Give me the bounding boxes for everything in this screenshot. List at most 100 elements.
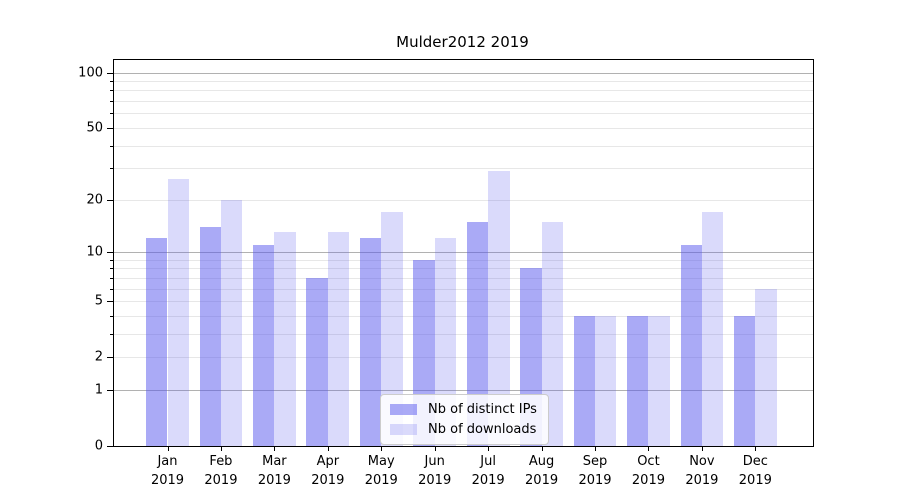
legend-item-distinct-ips: Nb of distinct IPs	[390, 402, 537, 417]
bar-downloads	[381, 212, 403, 446]
y-tick	[107, 301, 113, 303]
x-tick-year: 2019	[257, 472, 291, 488]
x-tick-label: Oct 2019	[616, 453, 680, 491]
major-gridline	[114, 251, 813, 253]
minor-gridline	[114, 277, 813, 279]
y-minor-tick	[110, 168, 113, 170]
legend-label-distinct-ips: Nb of distinct IPs	[428, 402, 537, 417]
bar-downloads	[167, 179, 189, 446]
major-gridline	[114, 72, 813, 74]
minor-gridline	[114, 199, 813, 201]
bar-distinct-ips	[466, 221, 489, 446]
minor-gridline	[114, 113, 813, 115]
x-tick-year: 2019	[364, 472, 398, 488]
minor-gridline	[114, 81, 813, 83]
y-tick	[107, 127, 113, 129]
x-tick-label: Aug 2019	[510, 453, 574, 491]
y-tick-label: 20	[86, 192, 103, 208]
x-tick-year: 2019	[418, 472, 452, 488]
minor-gridline	[114, 333, 813, 335]
y-minor-tick	[110, 259, 113, 261]
y-minor-tick	[110, 113, 113, 115]
y-tick	[107, 446, 113, 447]
x-tick-month: Dec	[742, 454, 768, 469]
bar-downloads	[327, 232, 350, 446]
x-tick-month: Feb	[209, 454, 233, 469]
x-tick	[220, 446, 222, 451]
x-tick-month: Aug	[528, 454, 555, 469]
x-tick	[755, 446, 757, 451]
bar-downloads	[648, 315, 670, 446]
minor-gridline	[114, 90, 813, 92]
x-tick-label: Sep 2019	[563, 453, 627, 491]
x-tick	[167, 446, 169, 451]
y-minor-tick	[110, 90, 113, 92]
bar-distinct-ips	[359, 238, 382, 446]
y-tick	[107, 389, 113, 391]
x-tick	[701, 446, 703, 451]
x-tick	[648, 446, 650, 451]
x-tick-year: 2019	[631, 472, 665, 488]
x-tick-label: Jun 2019	[403, 453, 467, 491]
chart-title: Mulder2012 2019	[396, 33, 529, 51]
bar-downloads	[595, 315, 617, 446]
bar-distinct-ips	[573, 315, 595, 446]
y-tick-label: 0	[94, 438, 103, 454]
minor-gridline	[114, 145, 813, 147]
y-tick	[107, 199, 113, 201]
y-tick-label: 5	[94, 293, 103, 309]
x-tick-month: Nov	[689, 454, 715, 469]
minor-gridline	[114, 268, 813, 270]
y-tick-label: 1	[94, 382, 103, 398]
minor-gridline	[114, 101, 813, 103]
x-tick-label: Jan 2019	[136, 453, 200, 491]
x-tick-month: Jan	[157, 454, 178, 469]
x-tick-year: 2019	[738, 472, 772, 488]
minor-gridline	[114, 357, 813, 359]
y-tick	[107, 251, 113, 253]
x-tick-month: Oct	[637, 454, 660, 469]
x-tick-label: Dec 2019	[723, 453, 787, 491]
x-tick-label: May 2019	[349, 453, 413, 491]
legend-swatch-distinct-ips	[390, 404, 417, 415]
bar-distinct-ips	[680, 244, 702, 446]
bar-downloads	[701, 212, 724, 446]
x-tick	[595, 446, 597, 451]
x-tick	[488, 446, 490, 451]
minor-gridline	[114, 127, 813, 129]
bar-distinct-ips	[733, 315, 756, 446]
legend: Nb of distinct IPs Nb of downloads	[380, 394, 549, 445]
bar-downloads	[541, 221, 563, 446]
bar-distinct-ips	[627, 315, 649, 446]
x-tick-year: 2019	[204, 472, 238, 488]
bar-downloads	[755, 288, 777, 446]
plot-area: 100 50 20 10 5 2 1 0 Jan 2019 Feb 2019 Mar 2019 Apr 201…	[78, 59, 814, 488]
x-tick-label: Jul 2019	[456, 453, 520, 491]
x-tick	[541, 446, 543, 451]
x-tick-year: 2019	[471, 472, 505, 488]
legend-item-downloads: Nb of downloads	[390, 422, 537, 437]
y-minor-tick	[110, 81, 113, 83]
legend-label-downloads: Nb of downloads	[428, 422, 537, 437]
minor-gridline	[114, 168, 813, 170]
x-tick-year: 2019	[311, 472, 345, 488]
y-minor-tick	[110, 268, 113, 270]
y-tick	[107, 72, 113, 74]
major-gridline	[114, 389, 813, 391]
y-minor-tick	[110, 101, 113, 103]
x-tick-label: Mar 2019	[242, 453, 306, 491]
x-tick-year: 2019	[525, 472, 559, 488]
y-tick-label: 50	[86, 120, 103, 136]
x-tick	[274, 446, 276, 451]
minor-gridline	[114, 259, 813, 261]
y-minor-tick	[110, 277, 113, 279]
y-tick-label: 100	[78, 65, 103, 81]
x-tick-month: May	[367, 454, 395, 469]
y-tick-label: 2	[94, 349, 103, 365]
y-tick	[107, 357, 113, 359]
bar-distinct-ips	[146, 238, 168, 446]
legend-swatch-downloads	[390, 424, 417, 435]
x-tick-year: 2019	[578, 472, 612, 488]
x-tick	[327, 446, 329, 451]
